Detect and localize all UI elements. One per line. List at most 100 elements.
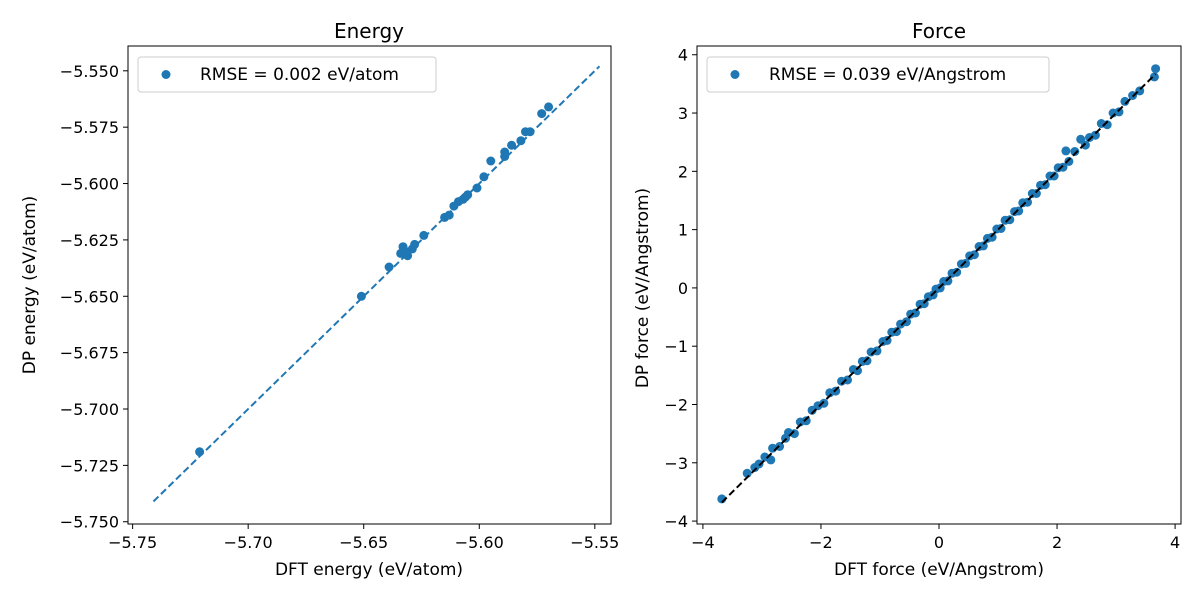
energy-chart: −5.75 −5.70 −5.65 −5.60 −5.55 −5.750−5.725−5…	[20, 19, 619, 580]
force-y-tick-label: −1	[664, 337, 688, 356]
energy-reference-line	[152, 65, 601, 503]
energy-data-point	[419, 230, 429, 240]
force-y-tick-label: 4	[678, 46, 688, 65]
force-data-point	[1070, 147, 1080, 156]
energy-y-axis-label: DP energy (eV/atom)	[20, 196, 40, 375]
energy-legend: RMSE = 0.002 eV/atom	[137, 56, 437, 93]
energy-y-tick-label: −5.575	[60, 118, 119, 137]
force-y-axis: −4 −3 −2 −1 0 1 2 3 4	[664, 46, 697, 531]
energy-x-tick-label: −5.75	[108, 533, 157, 552]
energy-y-tick-label: −5.675	[60, 344, 119, 363]
force-data-point	[1058, 162, 1068, 172]
energy-data-point	[525, 127, 535, 137]
force-data-point	[1005, 215, 1015, 225]
force-data-point	[902, 317, 911, 327]
force-data-point	[910, 308, 920, 318]
energy-data-point	[403, 251, 413, 261]
energy-data-point	[356, 291, 366, 301]
energy-data-point	[507, 140, 517, 150]
force-x-axis-label: DFT force (eV/Angstrom)	[834, 560, 1044, 580]
force-data-point	[1023, 197, 1032, 207]
force-data-point	[952, 267, 962, 277]
force-x-tick-label: −2	[809, 533, 833, 552]
force-reference-line	[721, 73, 1157, 504]
energy-y-tick-label: −5.625	[60, 231, 119, 250]
energy-x-tick-label: −5.65	[339, 533, 388, 552]
energy-legend-label: RMSE = 0.002 eV/atom	[200, 65, 399, 85]
force-data-point	[1040, 180, 1050, 190]
force-y-tick-label: −3	[664, 454, 688, 473]
energy-y-tick-label: −5.550	[60, 62, 119, 81]
energy-x-axis: −5.75 −5.70 −5.65 −5.60 −5.55	[108, 524, 619, 552]
energy-y-axis: −5.750 −5.725 −5.700 −5.675 −5.650 −5.625 −5.6…	[60, 62, 128, 532]
force-y-axis-label: DP force (eV/Angstrom)	[633, 188, 653, 388]
force-data-point	[872, 346, 882, 356]
force-data-point	[969, 250, 979, 260]
force-legend-label: RMSE = 0.039 eV/Angstrom	[769, 65, 1006, 85]
energy-data-point	[479, 172, 489, 182]
energy-legend-box	[137, 56, 437, 93]
energy-y-tick-label: −5.725	[60, 456, 119, 475]
force-data-point	[843, 375, 852, 385]
force-data-point	[1080, 140, 1090, 150]
force-data-point	[789, 429, 799, 439]
energy-y-tick-label: −5.600	[60, 175, 119, 194]
energy-plot-area	[152, 65, 601, 503]
energy-y-tick-label: −5.650	[60, 287, 119, 306]
force-data-point	[1102, 120, 1112, 130]
force-data-point	[1031, 189, 1041, 198]
energy-data-point	[472, 183, 482, 193]
force-chart-title: Force	[912, 19, 966, 43]
force-data-point	[987, 232, 997, 242]
force-x-axis: −4 −2 0 2 4	[691, 524, 1180, 552]
energy-data-point	[444, 210, 454, 220]
force-data-point	[742, 468, 752, 478]
energy-data-point	[516, 136, 526, 146]
energy-data-point	[500, 147, 510, 157]
force-x-tick-label: 4	[1170, 533, 1180, 552]
force-y-tick-label: 1	[678, 221, 688, 240]
energy-x-axis-label: DFT energy (eV/atom)	[275, 560, 463, 580]
force-legend-box	[706, 56, 1050, 93]
force-data-point	[961, 258, 971, 268]
force-x-tick-label: 0	[934, 533, 944, 552]
force-data-point	[1120, 96, 1130, 106]
force-data-point	[1149, 72, 1159, 82]
energy-legend-marker	[161, 70, 171, 79]
energy-data-point	[410, 239, 420, 249]
energy-plot-frame	[127, 45, 612, 525]
force-legend-marker	[730, 70, 740, 79]
energy-x-tick-label: −5.55	[570, 533, 619, 552]
force-y-tick-label: −4	[664, 512, 688, 531]
force-data-point	[1049, 171, 1059, 181]
energy-y-tick-label: −5.750	[60, 513, 119, 532]
force-data-point	[1064, 156, 1074, 166]
force-data-point	[819, 398, 829, 408]
energy-data-point	[486, 156, 496, 166]
energy-data-point	[195, 447, 205, 457]
force-y-tick-label: 2	[678, 162, 688, 181]
force-data-point	[996, 224, 1006, 233]
energy-x-tick-label: −5.70	[224, 533, 273, 552]
force-data-point	[1114, 107, 1124, 117]
force-chart: −4 −2 0 2 4 −4 −3 −2 −1 0 1 2 3 4 Force DFT force (e…	[633, 19, 1182, 580]
force-data-point	[1061, 146, 1071, 156]
force-x-tick-label: 2	[1052, 533, 1062, 552]
force-data-point	[943, 276, 953, 286]
force-y-tick-label: −2	[664, 396, 688, 415]
force-data-point	[1090, 130, 1100, 140]
force-data-point	[1014, 206, 1024, 216]
force-x-tick-label: −4	[691, 533, 715, 552]
energy-y-tick-label: −5.700	[60, 400, 119, 419]
force-data-point	[1151, 64, 1161, 74]
force-y-tick-label: 3	[678, 104, 688, 123]
force-data-point	[853, 366, 862, 376]
force-data-point	[892, 327, 901, 337]
force-data-point	[862, 356, 872, 366]
energy-data-point	[544, 102, 554, 112]
energy-data-point	[537, 109, 547, 119]
force-data-point	[754, 459, 764, 469]
force-data-point	[801, 416, 811, 426]
energy-chart-title: Energy	[334, 19, 404, 43]
